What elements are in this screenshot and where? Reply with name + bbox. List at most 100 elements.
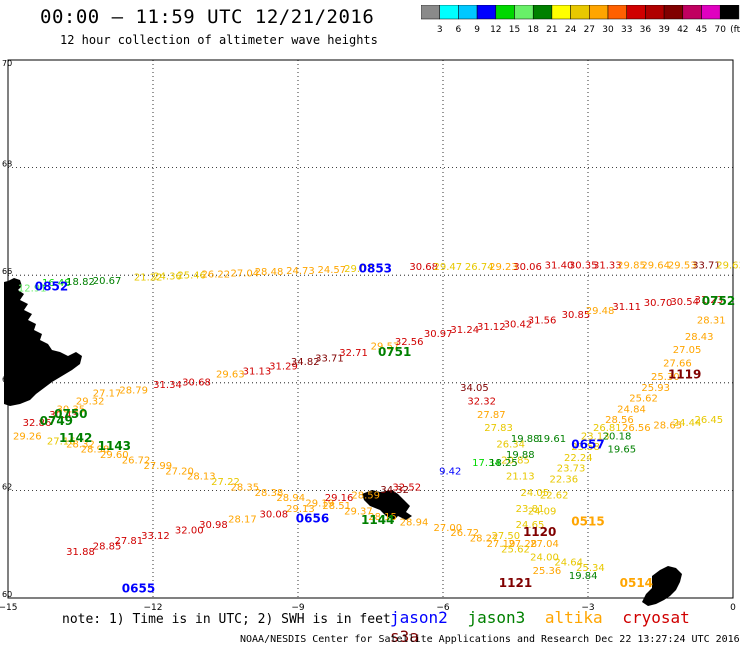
satellite-jason3: jason3 [467,608,526,627]
satellite-s3a: s3a [390,627,419,646]
color-scale-label: 21 [546,25,557,35]
color-scale-label: 36 [640,25,652,35]
wave-height-value: 27.19 [487,539,516,550]
wave-height-value: 28.32 [66,439,95,450]
wave-height-value: 24.73 [286,266,315,277]
wave-height-value: 30.43 [49,410,78,421]
wave-height-value: 28.94 [276,493,305,504]
wave-height-value: 28.98 [81,445,110,456]
wave-height-value: 31.11 [612,302,641,313]
wave-height-value: 27.99 [144,461,173,472]
color-scale-label: 6 [456,25,462,35]
lon-tick-label: −3 [581,603,594,613]
wave-height-value: 34.32 [380,485,409,496]
wave-height-value: 19.84 [569,571,598,582]
wave-height-value: 29.60 [100,450,129,461]
color-scale-label: 45 [696,25,707,35]
wave-height-value: 23.13 [581,431,610,442]
wave-height-value: 25.46 [177,270,206,281]
wave-height-value: 26.56 [622,423,651,434]
wave-height-value: 28.94 [400,517,429,528]
wave-height-value: 30.08 [260,509,289,520]
wave-height-value: 27.20 [165,466,194,477]
wave-height-value: 29.53 [668,261,697,272]
satellite-legend: jason2 jason3 altika cryosat s3a [390,608,740,646]
wave-height-value: 28.13 [187,472,216,483]
lat-tick-label: 68 [2,160,12,169]
wave-height-value: 30.35 [57,404,86,415]
wave-height-value: 16.48 [42,278,71,289]
wave-height-value: 27.05 [673,345,702,356]
wave-height-value: 26.72 [450,528,479,539]
faroe-islands [362,490,412,520]
wave-height-value: 30.68 [409,262,438,273]
pass-time-label: 1119 [668,367,701,381]
lat-tick-label: 66 [2,267,12,276]
wave-height-value: 30.70 [644,298,673,309]
wave-height-value: 28.43 [685,332,714,343]
wave-height-value: 25.93 [641,383,670,394]
satellite-altika: altika [544,608,603,627]
wave-height-value: 30.97 [424,329,453,340]
wave-height-value: 28.27 [470,534,499,545]
wave-height-value: 20.67 [93,276,122,287]
wave-height-value: 31.56 [528,316,557,327]
wave-height-value: 27.04 [231,268,260,279]
wave-height-value: 29.26 [13,431,42,442]
wave-height-value: 26.81 [593,423,622,434]
color-scale-label: 12 [490,25,501,35]
wave-height-value: 30.98 [199,520,228,531]
wave-height-value: 27.66 [663,359,692,370]
landmass-layer [4,278,682,606]
wave-height-value: 28.17 [228,515,257,526]
pass-time-label: 0752 [702,294,735,308]
color-scale-label: 42 [677,25,688,35]
color-scale-label: 18 [527,25,539,35]
wave-height-value: 20.85 [501,456,530,467]
wave-height-value: 24.00 [530,552,559,563]
wave-height-value: 25.36 [533,566,562,577]
pass-time-label: 1143 [98,439,131,453]
wave-height-value: 28.35 [231,482,260,493]
map-grid [7,59,734,599]
wave-height-value: 30.06 [513,262,542,273]
pass-time-label: 0751 [378,345,411,359]
wave-height-value: 23.81 [516,504,545,515]
wave-height-value: 27.16 [47,437,76,448]
footnote: note: 1) Time is in UTC; 2) SWH is in fe… [62,612,391,627]
wave-height-value: 31.13 [243,367,272,378]
wave-height-value: 27.83 [484,423,513,434]
wave-height-value: 27.87 [477,410,506,421]
wave-height-value: 21.22 [134,273,163,284]
wave-height-value: 29.13 [286,504,315,515]
page-title: 00:00 – 11:59 UTC 12/21/2016 [40,6,375,28]
wave-height-value: 26.22 [202,269,231,280]
shetland-islands [642,566,682,606]
wave-height-value: 32.32 [467,396,496,407]
color-scale-label: 15 [509,25,520,35]
wave-height-value: 24.05 [521,488,550,499]
color-scale-label: 27 [584,25,595,35]
color-scale-unit: (ft) [730,25,740,35]
pass-time-label: 0656 [296,512,329,526]
wave-height-value: 28.31 [697,316,726,327]
wave-height-value: 26.45 [695,415,724,426]
wave-height-value: 26.74 [465,262,494,273]
wave-height-value: 9.42 [439,466,461,477]
wave-height-value: 19.88 [506,450,535,461]
wave-height-value: 28.65 [653,421,682,432]
wave-height-value: 26.72 [122,456,151,467]
wave-height-value: 32.86 [23,418,52,429]
pass-time-label: 0515 [571,514,604,528]
wave-height-value: 19.61 [537,434,566,445]
wave-height-value: 29.48 [586,306,615,317]
color-scale-label: 70 [714,25,726,35]
wave-height-value: 28.48 [255,267,284,278]
wave-height-value: 27.81 [115,536,144,547]
wave-height-value: 23.73 [557,464,586,475]
wave-height-value: 29.19 [305,499,334,510]
wave-height-value: 32.52 [392,482,421,493]
wave-height-value: 28.85 [93,542,122,553]
